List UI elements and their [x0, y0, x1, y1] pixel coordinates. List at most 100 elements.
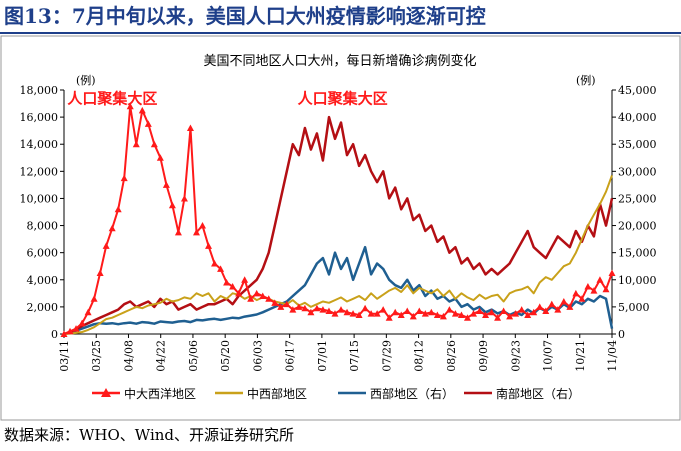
annotations: 人口聚集大区 人口聚集大区: [67, 90, 387, 108]
series-point-0: [355, 311, 363, 319]
source-note: 数据来源：WHO、Wind、开源证券研究所: [4, 426, 295, 444]
left-tick-label: 8,000: [27, 220, 59, 233]
series-point-0: [211, 260, 219, 267]
series-point-0: [494, 314, 502, 321]
x-tick-label: 06/17: [284, 340, 297, 372]
legend-label-1: 中西部地区: [247, 386, 307, 401]
right-tick-label: 30,000: [618, 165, 657, 178]
series-point-0: [313, 304, 321, 312]
series-point-0: [349, 310, 357, 317]
series-point-0: [608, 269, 616, 276]
series-point-0: [247, 295, 255, 302]
series-point-0: [180, 194, 188, 202]
x-tick-label: 04/08: [122, 340, 135, 372]
series-point-0: [572, 289, 580, 297]
series-point-0: [337, 306, 345, 313]
series-point-0: [385, 314, 393, 321]
x-tick-label: 08/26: [445, 340, 458, 372]
series-point-0: [168, 201, 176, 209]
right-tick-label: 35,000: [618, 138, 657, 151]
series-point-0: [361, 304, 369, 312]
series-point-0: [331, 310, 339, 317]
series-point-0: [295, 303, 303, 310]
right-tick-label: 45,000: [618, 84, 657, 97]
series-point-0: [518, 306, 526, 313]
series-point-0: [301, 304, 309, 312]
left-tick-label: 2,000: [27, 301, 59, 314]
series-point-0: [433, 311, 441, 319]
series-point-0: [229, 283, 237, 290]
series-point-0: [409, 312, 417, 320]
x-tick-label: 04/22: [155, 340, 168, 372]
legend: 中大西洋地区 中西部地区 西部地区（右） 南部地区（右）: [92, 386, 580, 401]
x-tick-label: 10/07: [542, 340, 555, 372]
annotation-label: 人口聚集大区: [67, 90, 157, 108]
right-tick-label: 5,000: [618, 301, 650, 314]
series-point-0: [500, 307, 508, 314]
left-tick-label: 0: [51, 328, 58, 341]
series-point-0: [325, 307, 333, 314]
series-point-0: [373, 310, 381, 317]
series-point-0: [319, 306, 327, 313]
series-point-0: [120, 174, 128, 182]
axes: 0 2,000 4,000 6,000 8,000 10,000 12,000 14,000 1…: [20, 84, 657, 372]
series-point-0: [66, 327, 74, 335]
series-point-0: [512, 310, 520, 317]
right-tick-label: 15,000: [618, 247, 657, 260]
left-tick-label: 6,000: [27, 247, 59, 260]
series-point-0: [72, 325, 80, 332]
series-point-0: [469, 310, 477, 317]
legend-label-2: 西部地区（右）: [370, 386, 454, 401]
series-point-0: [463, 314, 471, 321]
right-tick-label: 20,000: [618, 220, 657, 233]
series-point-0: [162, 181, 170, 188]
series-point-0: [265, 295, 273, 302]
annotation-label: 人口聚集大区: [298, 90, 388, 108]
chart-title: 美国不同地区人口大州，每日新增确诊病例变化: [203, 53, 476, 69]
series-point-0: [542, 307, 550, 314]
series-point-0: [132, 140, 140, 148]
series-point-0: [174, 228, 182, 236]
series-point-0: [205, 242, 213, 249]
x-tick-label: 07/15: [348, 340, 361, 372]
series-point-0: [289, 306, 297, 313]
series-point-0: [457, 311, 465, 319]
x-tick-label: 08/12: [413, 340, 426, 372]
series-line-2: [63, 245, 614, 336]
series-point-0: [241, 276, 249, 283]
series-point-0: [144, 120, 152, 127]
right-tick-label: 0: [618, 328, 625, 341]
legend-label-3: 南部地区（右）: [496, 386, 580, 401]
x-tick-label: 05/20: [219, 340, 232, 372]
series-point-0: [90, 295, 98, 302]
left-tick-label: 18,000: [20, 84, 59, 97]
series-point-0: [307, 308, 315, 316]
legend-label-0: 中大西洋地区: [124, 386, 196, 401]
series-point-0: [277, 303, 285, 310]
series-point-0: [367, 310, 375, 317]
series-point-0: [482, 311, 490, 319]
series-point-0: [506, 312, 514, 320]
series-point-0: [403, 307, 411, 314]
left-tick-label: 14,000: [20, 138, 59, 151]
series-point-0: [138, 106, 146, 114]
series-point-0: [186, 124, 194, 131]
left-tick-label: 10,000: [20, 192, 59, 205]
series-point-0: [439, 312, 447, 320]
series-point-0: [84, 308, 92, 316]
series-point-0: [114, 205, 122, 213]
series-point-0: [602, 285, 610, 293]
x-tick-label: 06/03: [251, 340, 264, 372]
series-point-0: [102, 242, 110, 249]
x-tick-label: 09/23: [509, 340, 522, 372]
series-point-0: [126, 102, 134, 110]
series-point-0: [379, 306, 387, 313]
series-point-0: [259, 292, 267, 300]
series-point-0: [192, 228, 200, 236]
series-point-0: [421, 310, 429, 317]
series-point-0: [397, 311, 405, 319]
series-point-0: [584, 283, 592, 290]
left-tick-label: 16,000: [20, 111, 59, 124]
series-point-0: [560, 297, 568, 305]
left-tick-label: 4,000: [27, 274, 59, 287]
